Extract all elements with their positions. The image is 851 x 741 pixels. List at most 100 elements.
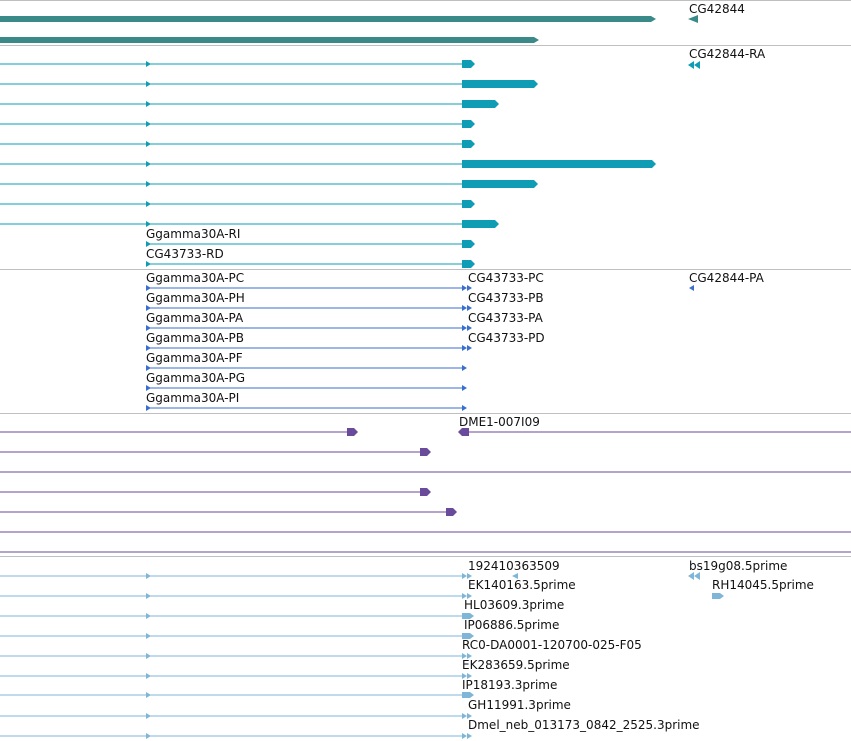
mrna-label: CG42844-RA	[689, 47, 766, 61]
est-label: bs19g08.5prime	[689, 559, 788, 573]
cds-label: Ggamma30A-PA	[146, 311, 244, 325]
mrna-exon[interactable]	[462, 200, 475, 208]
cds-start-marker[interactable]	[146, 385, 151, 391]
cds-feature-arrow[interactable]	[689, 285, 694, 291]
gene-track-glyphs	[0, 15, 698, 43]
clone-end-arrow[interactable]	[446, 508, 457, 516]
est-feature-arrow[interactable]	[694, 572, 700, 580]
cds-end-arrow[interactable]	[467, 325, 472, 331]
mrna-exon[interactable]	[462, 160, 656, 168]
clone-start-arrow[interactable]	[458, 428, 469, 436]
est-end-arrow[interactable]	[467, 733, 472, 739]
clone-end-arrow[interactable]	[420, 448, 431, 456]
clone-end-arrow[interactable]	[420, 488, 431, 496]
gene-feature-arrow[interactable]	[688, 15, 698, 23]
est-marker[interactable]	[146, 673, 151, 679]
mrna-exon[interactable]	[462, 260, 475, 268]
mrna-exon[interactable]	[462, 140, 475, 148]
mrna-exon[interactable]	[462, 100, 499, 108]
est-end-arrow[interactable]	[462, 733, 467, 739]
est-marker[interactable]	[146, 573, 151, 579]
est-end-arrow[interactable]	[467, 713, 472, 719]
cds-start-marker[interactable]	[146, 285, 151, 291]
est-marker[interactable]	[146, 713, 151, 719]
clone-track: DME1-007I09	[0, 413, 851, 556]
cds-end-arrow[interactable]	[462, 345, 467, 351]
cds-label: Ggamma30A-PG	[146, 371, 246, 385]
est-end-block[interactable]	[462, 692, 474, 698]
est-end-arrow[interactable]	[462, 653, 467, 659]
est-end-arrow[interactable]	[462, 713, 467, 719]
mrna-exon[interactable]	[462, 60, 475, 68]
est-end-arrow[interactable]	[467, 673, 472, 679]
cds-start-marker[interactable]	[146, 405, 151, 411]
clone-end-arrow[interactable]	[347, 428, 358, 436]
cds-start-marker[interactable]	[146, 305, 151, 311]
gene-feature-bar[interactable]	[0, 37, 539, 43]
est-end-arrow[interactable]	[462, 593, 467, 599]
cds-start-marker[interactable]	[146, 325, 151, 331]
mrna-exon[interactable]	[462, 80, 538, 88]
mrna-exon-marker[interactable]	[146, 141, 151, 147]
cds-end-arrow[interactable]	[462, 365, 467, 371]
cds-label: CG43733-PA	[468, 311, 543, 325]
est-marker[interactable]	[146, 593, 151, 599]
cds-track-glyphs	[146, 285, 694, 411]
est-end-arrow[interactable]	[467, 593, 472, 599]
est-end-arrow[interactable]	[462, 673, 467, 679]
mrna-exon[interactable]	[462, 240, 475, 248]
cds-start-marker[interactable]	[146, 365, 151, 371]
track-separator	[0, 556, 851, 557]
est-label: Dmel_neb_013173_0842_2525.3prime	[468, 718, 700, 732]
mrna-exon[interactable]	[462, 220, 499, 228]
est-end-block[interactable]	[462, 613, 474, 619]
est-label: HL03609.3prime	[464, 598, 565, 612]
est-end-arrow[interactable]	[467, 653, 472, 659]
cds-end-arrow[interactable]	[462, 385, 467, 391]
est-marker[interactable]	[146, 692, 151, 698]
est-end-arrow[interactable]	[462, 573, 467, 579]
est-marker[interactable]	[146, 613, 151, 619]
est-feature-block[interactable]	[712, 593, 724, 599]
est-feature-arrow[interactable]	[688, 572, 694, 580]
track-separator	[0, 0, 851, 1]
mrna-exon-marker[interactable]	[146, 101, 151, 107]
est-label: RC0-DA0001-120700-025-F05	[462, 638, 642, 652]
mrna-exon-marker[interactable]	[146, 181, 151, 187]
est-end-arrow[interactable]	[467, 573, 472, 579]
mrna-feature-arrow[interactable]	[694, 61, 700, 69]
mrna-exon-marker[interactable]	[146, 261, 151, 267]
cds-end-arrow[interactable]	[462, 405, 467, 411]
track-separator	[0, 45, 851, 46]
cds-end-arrow[interactable]	[467, 345, 472, 351]
cds-label: Ggamma30A-PI	[146, 391, 240, 405]
est-marker[interactable]	[146, 653, 151, 659]
cds-end-arrow[interactable]	[462, 305, 467, 311]
cds-end-arrow[interactable]	[462, 325, 467, 331]
mrna-feature-arrow[interactable]	[688, 61, 694, 69]
clone-track-glyphs	[0, 428, 851, 553]
est-label: GH11991.3prime	[468, 698, 571, 712]
est-marker[interactable]	[146, 733, 151, 739]
cds-start-marker[interactable]	[146, 345, 151, 351]
track-separator	[0, 269, 851, 270]
cds-label: CG43733-PD	[468, 331, 545, 345]
cds-end-arrow[interactable]	[462, 285, 467, 291]
cds-track: Ggamma30A-PC Ggamma30A-PH Ggamma30A-PA G…	[0, 269, 851, 413]
mrna-exon[interactable]	[462, 180, 538, 188]
est-feature-arrow[interactable]	[512, 573, 518, 579]
mrna-track-glyphs	[0, 60, 700, 268]
mrna-exon[interactable]	[462, 120, 475, 128]
cds-end-arrow[interactable]	[467, 285, 472, 291]
mrna-exon-marker[interactable]	[146, 121, 151, 127]
est-marker[interactable]	[146, 633, 151, 639]
gene-feature-bar[interactable]	[0, 16, 656, 22]
est-end-block[interactable]	[462, 633, 474, 639]
cds-end-arrow[interactable]	[467, 305, 472, 311]
mrna-exon-marker[interactable]	[146, 61, 151, 67]
mrna-exon-marker[interactable]	[146, 241, 151, 247]
mrna-exon-marker[interactable]	[146, 201, 151, 207]
mrna-exon-marker[interactable]	[146, 221, 151, 227]
mrna-exon-marker[interactable]	[146, 81, 151, 87]
mrna-exon-marker[interactable]	[146, 161, 151, 167]
